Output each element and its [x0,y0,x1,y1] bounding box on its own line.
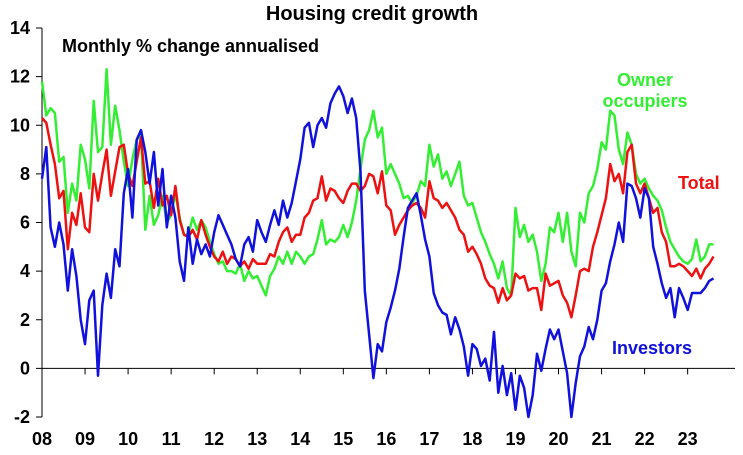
y-tick-label: -2 [14,407,30,427]
y-tick-label: 12 [10,67,30,87]
x-tick-label: 17 [419,429,439,449]
x-tick-label: 18 [462,429,482,449]
series-label-owner-occupiers: occupiers [602,91,687,111]
x-tick-label: 19 [505,429,525,449]
y-tick-label: 6 [20,213,30,233]
x-tick-label: 08 [32,429,52,449]
series-label-owner-occupiers: Owner [617,70,673,90]
x-tick-label: 13 [247,429,267,449]
x-tick-label: 15 [333,429,353,449]
series-lines [40,68,715,419]
y-tick-label: 0 [20,358,30,378]
y-tick-label: 10 [10,115,30,135]
series-line-total [41,117,715,319]
x-tick-label: 20 [549,429,569,449]
x-tick-label: 11 [162,429,181,449]
x-tick-label: 21 [592,429,612,449]
x-axis: 08 09 10 11 12 13 14 15 16 17 18 19 20 21 22 23 [32,367,735,449]
y-tick-label: 2 [20,310,30,330]
chart-subtitle: Monthly % change annualised [62,36,319,56]
y-axis: -2 0 2 4 6 8 10 12 14 [10,18,43,427]
series-label-investors: Investors [612,338,692,358]
series-line-owner-occupiers [40,68,714,297]
x-tick-label: 23 [678,429,698,449]
y-tick-label: 8 [20,164,30,184]
chart-title: Housing credit growth [266,3,478,25]
series-line-investors [40,85,715,419]
x-tick-label: 22 [635,429,655,449]
x-tick-label: 12 [204,429,224,449]
x-tick-label: 14 [290,429,310,449]
x-tick-label: 09 [75,429,95,449]
y-tick-label: 4 [20,261,30,281]
x-tick-label: 10 [118,429,138,449]
series-label-total: Total [678,173,720,193]
x-tick-label: 16 [376,429,396,449]
y-tick-label: 14 [10,18,30,38]
